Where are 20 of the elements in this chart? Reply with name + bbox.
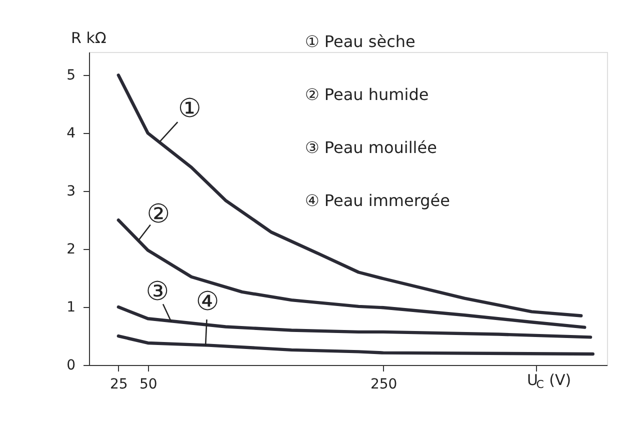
annotation: ③ [146, 277, 170, 308]
y-tick-label: 2 [66, 242, 76, 258]
y-tick-label: 1 [66, 300, 76, 316]
line-series [116, 74, 583, 318]
line-series [116, 334, 594, 356]
y-tick-label: 5 [66, 68, 76, 84]
annotation: ② Peau humide [305, 85, 429, 104]
annotation: ④ [196, 286, 220, 317]
y-tick-label: 0 [66, 358, 76, 374]
text: ① Peau sèche [305, 32, 416, 51]
y-tick-label: 3 [66, 184, 76, 200]
y-axis-title: R kΩ [71, 29, 106, 47]
y-tick-label: 4 [66, 126, 76, 142]
annotation: ① [178, 94, 202, 124]
x-tick-label: 250 [370, 376, 398, 392]
x-tick-label: 50 [139, 376, 158, 392]
x-tick-label: 25 [110, 376, 128, 392]
annotation: ④ Peau immergée [305, 191, 450, 210]
annotation: ② [146, 199, 170, 230]
annotation: ③ Peau mouillée [305, 138, 437, 157]
